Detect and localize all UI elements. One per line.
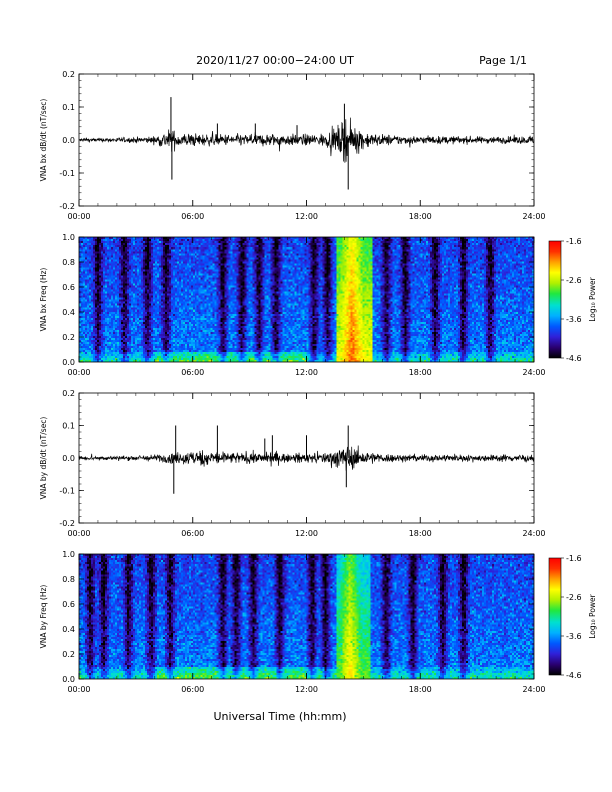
- x-tick-label: 00:00: [67, 529, 90, 538]
- y-tick-label: 0.0: [62, 454, 75, 463]
- y-tick-label: -0.1: [59, 169, 75, 178]
- x-tick-label: 18:00: [409, 368, 432, 377]
- panel-4: -1.6 -2.6 -3.6 -4.6 Log₁₀ Power 1.0 0.8 0.6 0.4 0…: [39, 550, 597, 694]
- y-tick-label: 1.0: [62, 550, 75, 559]
- y-tick-label: 1.0: [62, 233, 75, 242]
- colorbar-tick-label: -1.6: [566, 237, 582, 246]
- y-tick-label: 0.2: [62, 70, 75, 79]
- x-tick-label: 06:00: [181, 212, 204, 221]
- x-tick-label: 24:00: [522, 368, 545, 377]
- y-tick-label: 0.1: [62, 422, 75, 431]
- colorbar-tick-label: -3.6: [566, 315, 582, 324]
- y-axis-label: VNA by Freq (Hz): [39, 585, 48, 649]
- x-tick-label: 06:00: [181, 368, 204, 377]
- x-tick-label: 00:00: [67, 212, 90, 221]
- y-tick-label: -0.2: [59, 519, 75, 528]
- colorbar-tick-label: -1.6: [566, 554, 582, 563]
- x-tick-label: 12:00: [295, 212, 318, 221]
- y-axis-label: VNA by dB/dt (nT/sec): [39, 417, 48, 500]
- y-tick-label: 0.2: [62, 650, 75, 659]
- x-tick-label: 24:00: [522, 212, 545, 221]
- colorbar: [549, 241, 561, 358]
- y-tick-label: 0.4: [62, 625, 75, 634]
- colorbar-tick-label: -2.6: [566, 276, 582, 285]
- y-tick-label: 0.2: [62, 333, 75, 342]
- x-axis-label: Universal Time (hh:mm): [214, 710, 347, 723]
- series-line: [79, 118, 534, 163]
- figure-title: 2020/11/27 00:00−24:00 UT: [196, 54, 354, 67]
- y-tick-label: 0.1: [62, 103, 75, 112]
- x-tick-label: 00:00: [67, 685, 90, 694]
- colorbar-tick-label: -2.6: [566, 593, 582, 602]
- page-number: Page 1/1: [479, 54, 527, 67]
- x-tick-label: 24:00: [522, 685, 545, 694]
- panel-3: 0.2 0.1 0.0 -0.1 -0.2 VNA by dB/dt (nT/sec) 00…: [39, 389, 546, 538]
- y-tick-label: 0.8: [62, 258, 75, 267]
- colorbar-tick-label: -3.6: [566, 632, 582, 641]
- x-tick-label: 12:00: [295, 685, 318, 694]
- panels: 0.2 0.1 0.0 -0.1 -0.2 VNA bx dB/dt (nT/sec) 00…: [39, 70, 597, 694]
- y-tick-label: 0.0: [62, 136, 75, 145]
- colorbar-tick-label: -4.6: [566, 671, 582, 680]
- x-tick-label: 06:00: [181, 685, 204, 694]
- panel-2: -1.6 -2.6 -3.6 -4.6 Log₁₀ Power 1.0 0.8 0.6 0.4 0…: [39, 233, 597, 377]
- y-tick-label: -0.1: [59, 487, 75, 496]
- x-tick-label: 18:00: [409, 212, 432, 221]
- y-tick-label: 0.0: [62, 675, 75, 684]
- y-tick-label: 0.4: [62, 308, 75, 317]
- x-tick-label: 06:00: [181, 529, 204, 538]
- x-tick-label: 00:00: [67, 368, 90, 377]
- y-tick-label: -0.2: [59, 202, 75, 211]
- x-tick-label: 12:00: [295, 368, 318, 377]
- y-axis-label: VNA bx Freq (Hz): [39, 268, 48, 332]
- y-tick-label: 0.0: [62, 358, 75, 367]
- colorbar-label: Log₁₀ Power: [588, 276, 597, 321]
- y-tick-label: 0.6: [62, 283, 75, 292]
- y-tick-label: 0.6: [62, 600, 75, 609]
- spectrogram: [79, 237, 534, 362]
- colorbar-label: Log₁₀ Power: [588, 593, 597, 638]
- y-tick-label: 0.2: [62, 389, 75, 398]
- spectrogram: [79, 554, 534, 679]
- x-tick-label: 18:00: [409, 529, 432, 538]
- x-tick-label: 12:00: [295, 529, 318, 538]
- x-tick-label: 18:00: [409, 685, 432, 694]
- panel-1: 0.2 0.1 0.0 -0.1 -0.2 VNA bx dB/dt (nT/sec) 00…: [39, 70, 546, 221]
- x-tick-label: 24:00: [522, 529, 545, 538]
- colorbar-tick-label: -4.6: [566, 354, 582, 363]
- y-axis-label: VNA bx dB/dt (nT/sec): [39, 99, 48, 182]
- y-tick-label: 0.8: [62, 575, 75, 584]
- colorbar: [549, 558, 561, 675]
